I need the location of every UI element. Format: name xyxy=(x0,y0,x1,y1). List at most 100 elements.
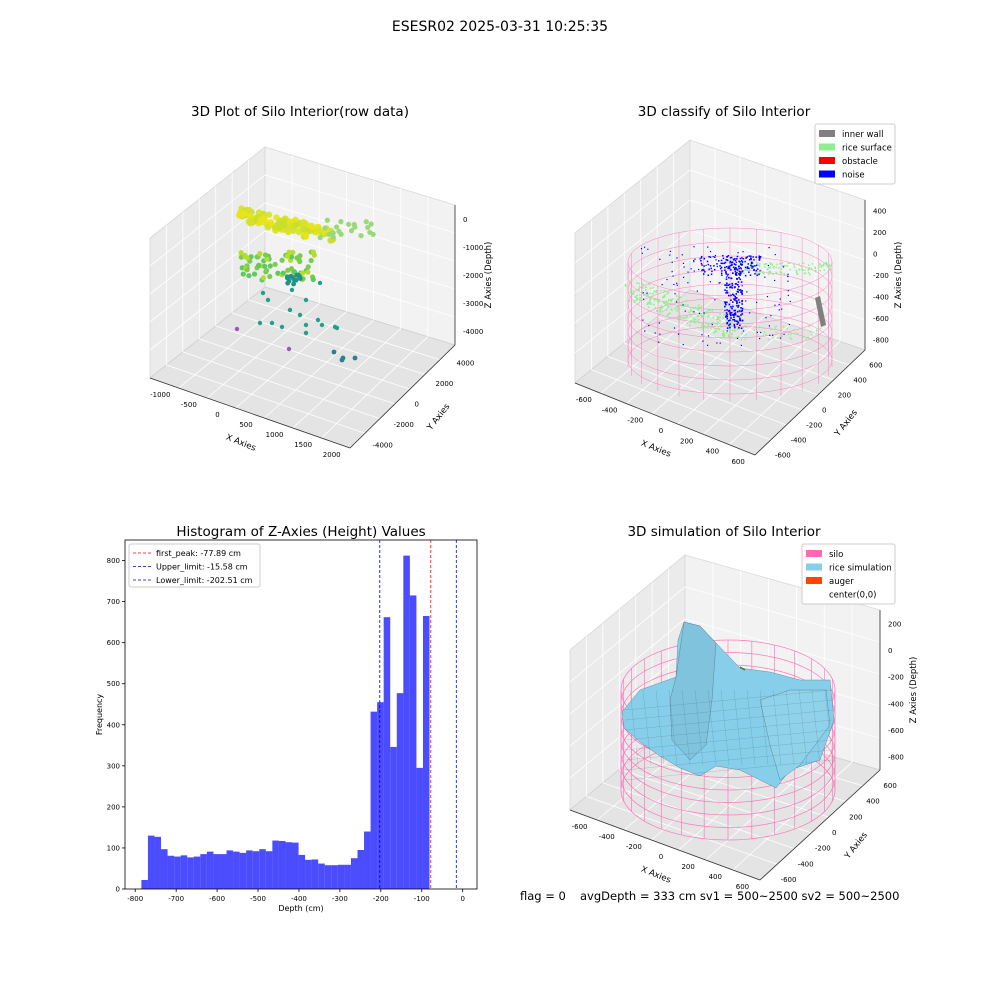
p3-y-tick-label: 200 xyxy=(849,813,862,821)
rice-surface-point xyxy=(767,266,770,269)
rice-surface-point xyxy=(773,265,775,268)
p2-x-tick-label: -100 xyxy=(414,895,430,903)
legend-label: obstacle xyxy=(842,157,878,167)
noise-point xyxy=(724,261,727,264)
noise-point xyxy=(709,281,711,283)
noise-point xyxy=(733,318,736,321)
noise-point xyxy=(736,290,739,293)
hist-bar xyxy=(278,840,286,889)
rice-surface-point xyxy=(668,298,670,301)
noise-point xyxy=(758,259,761,261)
noise-point xyxy=(713,265,715,267)
noise-point xyxy=(735,293,738,295)
rice-surface-point xyxy=(663,290,666,292)
p0-gridline xyxy=(149,174,456,267)
p1-gridline xyxy=(607,356,787,426)
noise-point xyxy=(733,286,736,289)
rice-surface-point xyxy=(650,297,652,299)
noise-point xyxy=(738,301,741,304)
noise-point xyxy=(702,273,705,275)
rice-surface-point xyxy=(818,265,820,268)
rice-surface-point xyxy=(719,316,721,318)
rice-surface-point xyxy=(679,316,682,319)
noise-point xyxy=(742,330,745,332)
noise-point xyxy=(730,261,733,264)
noise-point xyxy=(736,300,738,303)
data-point xyxy=(324,217,330,223)
rice-surface-point xyxy=(694,321,696,324)
noise-point xyxy=(734,263,736,266)
noise-point xyxy=(750,259,752,261)
noise-point xyxy=(740,306,742,309)
rice-surface-point xyxy=(766,268,769,271)
rice-surface-point xyxy=(729,331,731,333)
noise-point xyxy=(729,313,732,316)
data-point xyxy=(279,324,285,330)
noise-point xyxy=(724,301,726,303)
noise-point xyxy=(783,333,785,335)
noise-point xyxy=(724,269,726,272)
rice-surface-point xyxy=(672,298,674,300)
rice-surface-point xyxy=(690,320,693,322)
noise-point xyxy=(681,254,683,256)
rice-surface-point xyxy=(744,268,747,270)
data-point xyxy=(240,271,246,277)
rice-surface-point xyxy=(698,307,700,310)
noise-point xyxy=(682,304,684,306)
p2-x-tick-label: -700 xyxy=(168,895,184,903)
p2-y-tick-label: 700 xyxy=(107,598,120,606)
noise-point xyxy=(729,319,731,322)
p0-z-tick-label: -3000 xyxy=(463,300,483,308)
noise-point xyxy=(736,271,738,274)
rice-surface-point xyxy=(653,299,656,301)
rice-surface-point xyxy=(676,298,679,301)
noise-point xyxy=(721,274,723,276)
noise-point xyxy=(740,314,742,316)
hist-bar xyxy=(272,840,279,889)
p2-y-tick-label: 600 xyxy=(107,639,120,647)
noise-point xyxy=(700,257,703,259)
p2-x-tick-label: -400 xyxy=(291,895,307,903)
rice-surface-point xyxy=(775,325,777,328)
noise-point xyxy=(726,301,728,304)
p0-y-axis-label: Y Axies xyxy=(425,402,453,434)
noise-point xyxy=(701,334,703,336)
rice-surface-peak xyxy=(669,621,717,761)
noise-point xyxy=(723,262,726,265)
hist-bar xyxy=(416,767,423,889)
noise-point xyxy=(741,300,743,303)
rice-surface-point xyxy=(809,331,812,333)
noise-point xyxy=(642,298,645,300)
rice-surface-point xyxy=(740,269,742,271)
noise-point xyxy=(734,273,737,276)
rice-surface-point xyxy=(692,310,694,313)
noise-point xyxy=(751,267,753,269)
rice-surface-point xyxy=(708,309,711,312)
rice-surface-point xyxy=(686,314,689,317)
rice-surface-point xyxy=(722,316,725,319)
noise-point xyxy=(733,309,736,312)
noise-point xyxy=(724,266,726,269)
noise-point xyxy=(748,255,750,257)
rice-surface-point xyxy=(762,271,764,273)
hist-bar xyxy=(357,849,365,889)
rice-surface-point xyxy=(762,334,765,337)
noise-point xyxy=(738,276,740,279)
noise-point xyxy=(725,273,728,275)
noise-point xyxy=(731,301,734,303)
rice-surface-point xyxy=(764,333,767,336)
p0-gridline xyxy=(264,319,374,419)
p0-y-tick-label: 0 xyxy=(415,401,419,409)
noise-point xyxy=(700,260,702,262)
hist-bar xyxy=(377,702,384,889)
hist-bar xyxy=(390,746,397,889)
noise-point xyxy=(740,344,742,347)
rice-surface-point xyxy=(774,327,776,329)
noise-point xyxy=(738,310,741,312)
rice-surface-point xyxy=(789,336,792,339)
noise-point xyxy=(737,284,739,286)
legend-swatch xyxy=(806,550,822,557)
data-point xyxy=(291,281,297,287)
noise-point xyxy=(716,342,718,344)
noise-point xyxy=(724,284,726,286)
